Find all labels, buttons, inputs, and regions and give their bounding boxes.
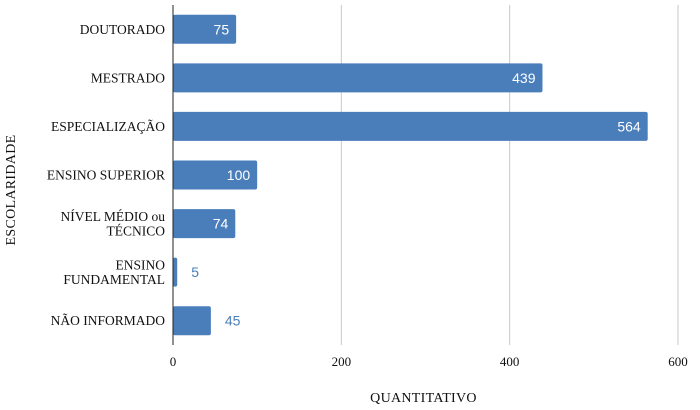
bar-0	[173, 14, 237, 44]
x-tick-label-1: 200	[332, 354, 352, 369]
gridlines	[340, 5, 679, 345]
data-label-6: 45	[225, 313, 241, 329]
category-label-5-line-1: FUNDAMENTAL	[63, 272, 165, 287]
x-tick-label-3: 600	[668, 354, 688, 369]
data-label-4: 74	[213, 216, 229, 232]
bar-5	[173, 257, 178, 287]
x-tick-labels: 0 200 400 600	[170, 354, 688, 369]
data-label-2: 564	[617, 118, 641, 134]
bar-series: 75 439 564 100 74 5 45	[173, 14, 648, 336]
category-label-2: ESPECIALIZAÇÃO	[51, 119, 165, 134]
category-label-3: ENSINO SUPERIOR	[47, 168, 165, 183]
bar-3	[173, 160, 258, 190]
y-axis-title: ESCOLARIDADE	[4, 135, 19, 246]
category-label-6: NÃO INFORMADO	[51, 313, 166, 328]
category-labels: DOUTORADO MESTRADO ESPECIALIZAÇÃO ENSINO SU…	[47, 22, 165, 328]
category-label-1: MESTRADO	[91, 70, 166, 85]
data-label-5: 5	[191, 264, 199, 280]
x-tick-label-2: 400	[500, 354, 520, 369]
x-tick-label-0: 0	[170, 354, 177, 369]
category-label-5-line-0: ENSINO	[116, 257, 166, 272]
category-label-4-line-1: TÉCNICO	[107, 223, 166, 238]
category-label-0: DOUTORADO	[80, 22, 166, 37]
data-label-0: 75	[214, 21, 230, 37]
bar-6	[173, 306, 211, 336]
data-label-3: 100	[227, 167, 251, 183]
category-label-4-line-0: NÍVEL MÉDIO ou	[61, 209, 166, 224]
bar-2	[173, 111, 648, 141]
data-label-1: 439	[512, 70, 536, 86]
bar-4	[173, 209, 236, 239]
x-axis-title: QUANTITATIVO	[370, 391, 477, 406]
bar-1	[173, 63, 543, 93]
